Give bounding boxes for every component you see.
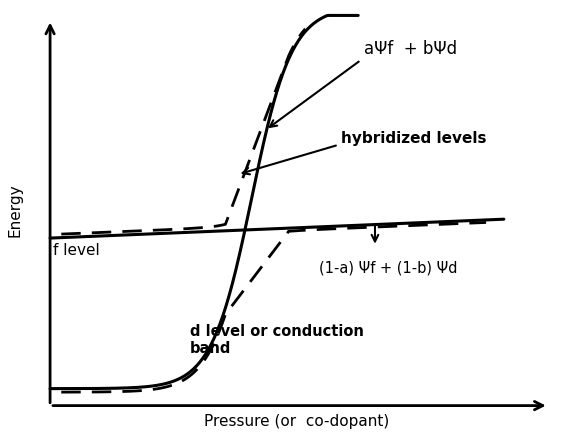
Text: Pressure (or  co-dopant): Pressure (or co-dopant) xyxy=(204,414,389,429)
Text: aΨf  + bΨd: aΨf + bΨd xyxy=(364,40,457,58)
Text: hybridized levels: hybridized levels xyxy=(342,131,487,146)
Text: Energy: Energy xyxy=(8,184,23,237)
Text: (1-a) Ψf + (1-b) Ψd: (1-a) Ψf + (1-b) Ψd xyxy=(319,260,457,275)
Text: f level: f level xyxy=(53,243,99,258)
Text: d level or conduction
band: d level or conduction band xyxy=(190,324,364,356)
